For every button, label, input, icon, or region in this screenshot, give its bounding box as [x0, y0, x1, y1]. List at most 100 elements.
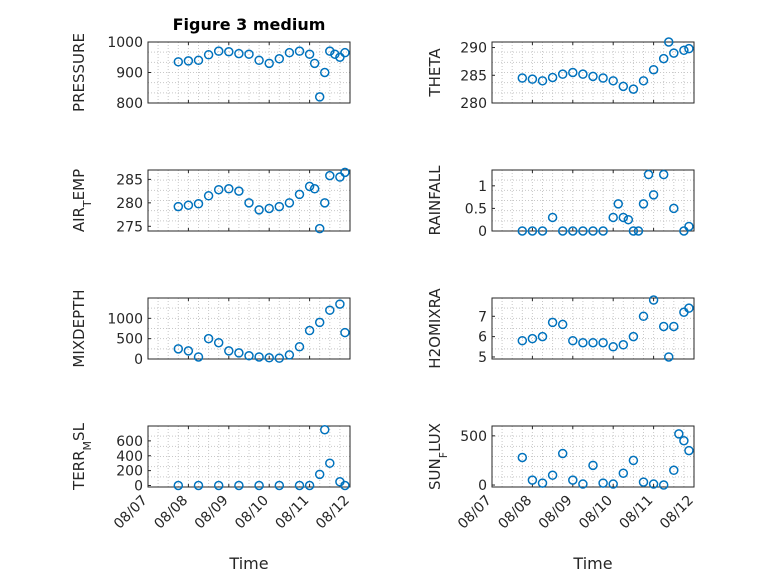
y-tick-label: 900 [116, 66, 143, 82]
data-point [664, 37, 674, 47]
data-point [183, 346, 194, 356]
data-point [618, 468, 629, 478]
y-tick-label: 5 [478, 350, 487, 366]
data-point [578, 337, 588, 348]
subplot-h2omixra: 5 6 7 H2OMIXRA [426, 288, 695, 369]
data-point [568, 226, 578, 236]
x-tick-label: 08/07 [111, 493, 151, 533]
data-point [674, 429, 684, 439]
subplot-rainfall: 0 0.5 1 RAINFALL [426, 165, 695, 240]
axes-box [491, 41, 695, 104]
x-tick-label: 08/07 [455, 493, 495, 533]
y-tick-label: 500 [460, 429, 487, 445]
data-point [193, 352, 204, 362]
data-point [608, 212, 618, 223]
data-point [254, 480, 264, 491]
x-axis-label: Time [572, 554, 612, 573]
data-point [588, 460, 598, 471]
data-point [658, 321, 669, 332]
data-point [638, 477, 649, 487]
data-point [638, 311, 649, 322]
data-point [274, 353, 285, 363]
data-point [234, 186, 244, 196]
data-point [684, 445, 694, 456]
y-tick-label: 285 [116, 172, 143, 188]
data-point [517, 452, 528, 463]
data-point [254, 352, 264, 362]
data-point [638, 199, 649, 209]
data-point [648, 479, 659, 489]
data-point [633, 226, 644, 236]
data-point [234, 480, 244, 491]
data-point [335, 172, 345, 182]
data-point [527, 333, 538, 344]
x-tick-label: 08/11 [617, 493, 657, 533]
x-tick-label: 08/11 [273, 493, 313, 533]
data-point [608, 76, 618, 86]
data-point [658, 53, 669, 64]
data-point [244, 49, 254, 59]
data-point [264, 353, 274, 363]
data-point [557, 69, 568, 79]
data-point [618, 81, 629, 92]
data-point [203, 191, 214, 201]
data-point [274, 480, 285, 491]
data-point [598, 73, 608, 83]
y-axis-label: TERRMSL [70, 422, 94, 491]
x-tick-label: 08/08 [151, 493, 191, 533]
data-point [547, 317, 558, 328]
data-point [304, 325, 315, 336]
data-point [224, 47, 234, 57]
y-tick-label: 1 [478, 179, 487, 195]
y-tick-label: 0.5 [465, 201, 487, 217]
data-point [527, 74, 538, 84]
data-point [628, 226, 639, 236]
data-point [547, 212, 558, 223]
data-point [234, 48, 244, 59]
data-point [628, 331, 639, 342]
data-point [669, 48, 679, 58]
data-point [183, 56, 194, 66]
data-point [304, 480, 315, 491]
data-point [325, 458, 335, 468]
data-point [618, 212, 629, 223]
data-point [648, 190, 659, 200]
data-point [314, 223, 325, 234]
data-point [234, 348, 244, 358]
y-tick-label: 6 [478, 330, 487, 346]
data-point [648, 295, 659, 305]
subplot-pressure: 800 900 1000 PRESSURE Figure 3 medium [70, 15, 351, 112]
data-point [264, 203, 274, 214]
data-point [537, 478, 548, 488]
y-tick-label: 400 [116, 449, 143, 465]
y-tick-label: 0 [134, 352, 143, 368]
data-point [254, 55, 264, 66]
data-point [613, 199, 623, 209]
subplot-air-temp: 275 280 285 AIRTEMP [70, 167, 351, 235]
y-tick-label: 0 [478, 224, 487, 240]
data-point [314, 317, 325, 328]
y-axis-label: MIXDEPTH [70, 289, 88, 367]
chart-title: Figure 3 medium [173, 15, 326, 34]
data-point [193, 199, 204, 209]
data-point [517, 226, 528, 236]
subplot-mixdepth: 0 500 1000 MIXDEPTH [70, 289, 351, 368]
data-point [658, 169, 669, 180]
y-tick-label: 200 [116, 464, 143, 480]
data-point [325, 305, 335, 315]
y-tick-label: 290 [460, 41, 487, 57]
axes-box [491, 425, 695, 488]
data-point [213, 46, 224, 56]
data-point [608, 479, 618, 489]
data-point [568, 67, 578, 78]
data-point [224, 346, 234, 356]
y-tick-label: 500 [116, 332, 143, 348]
data-point [658, 480, 669, 490]
data-point [684, 221, 694, 232]
data-point [274, 201, 285, 212]
data-point [537, 76, 548, 86]
data-point [309, 184, 320, 194]
data-point [244, 350, 254, 361]
